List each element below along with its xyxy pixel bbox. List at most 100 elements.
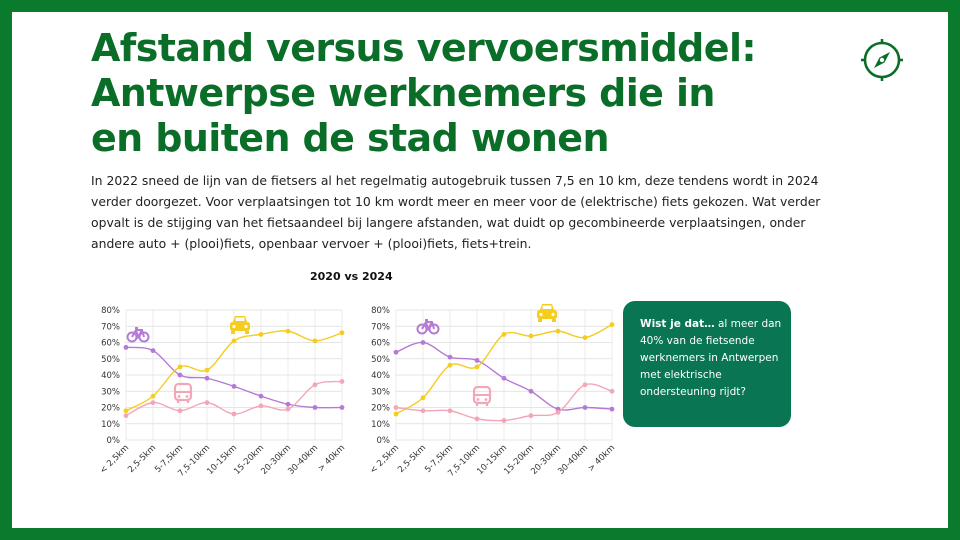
intro-line-1: In 2022 sneed de lijn van de fietsers al… [91, 173, 819, 188]
data-point-bus [312, 382, 318, 388]
intro-line-3: opvalt is de stijging van het fietsaande… [91, 215, 806, 230]
y-tick-label: 80% [101, 306, 120, 316]
data-point-bus [474, 416, 480, 422]
data-point-car [555, 328, 561, 334]
data-point-bus [204, 400, 210, 406]
bike-icon [416, 319, 440, 335]
x-tick-label: 30-40km [286, 443, 320, 477]
data-point-car [231, 338, 237, 344]
data-point-bike [177, 372, 183, 378]
title-line-3: en buiten de stad wonen [91, 116, 610, 160]
data-point-bike [393, 349, 399, 355]
data-point-bike [285, 401, 291, 407]
intro-line-2: verder doorgezet. Voor verplaatsingen to… [91, 194, 821, 209]
title-line-1: Afstand versus vervoersmiddel: [91, 26, 757, 70]
y-tick-label: 40% [101, 371, 120, 381]
data-point-car [258, 331, 264, 337]
callout-line-3: werknemers in Antwerpen [640, 352, 779, 364]
y-tick-label: 20% [101, 404, 120, 414]
y-tick-label: 20% [371, 404, 390, 414]
data-point-bike [231, 383, 237, 389]
x-tick-label: > 40km [316, 443, 347, 474]
x-tick-label: 30-40km [556, 443, 590, 477]
y-tick-label: 40% [371, 371, 390, 381]
data-point-bike [123, 344, 129, 350]
data-point-bus [231, 411, 237, 417]
page-title: Afstand versus vervoersmiddel: Antwerpse… [91, 26, 757, 161]
data-point-bike [501, 375, 507, 381]
x-tick-label: < 2,5km [368, 443, 401, 476]
callout-lead: Wist je dat… [640, 318, 715, 330]
x-tick-label: > 40km [586, 443, 617, 474]
y-tick-label: 10% [101, 420, 120, 430]
x-tick-label: 2,5-5km [126, 443, 158, 475]
car-icon [230, 316, 250, 334]
y-tick-label: 60% [371, 339, 390, 349]
y-tick-label: 50% [371, 355, 390, 365]
data-point-bus [609, 388, 615, 394]
data-point-bus [420, 408, 426, 414]
car-icon [537, 304, 557, 322]
data-point-bus [501, 418, 507, 423]
data-point-bike [474, 357, 480, 363]
y-tick-label: 70% [101, 322, 120, 332]
data-point-car [393, 411, 399, 417]
callout-line-1: Wist je dat… al meer dan [640, 316, 790, 333]
data-point-bike [150, 348, 156, 354]
data-point-car [609, 322, 615, 328]
data-point-car [123, 408, 129, 414]
callout-line-5: ondersteuning rijdt? [640, 386, 746, 398]
bike-icon [126, 327, 150, 343]
y-tick-label: 70% [371, 322, 390, 332]
data-point-bus [285, 406, 291, 412]
did-you-know-callout: Wist je dat… al meer dan 40% van de fiet… [623, 301, 791, 427]
data-point-bike [420, 340, 426, 345]
intro-line-4: andere auto + (plooi)fiets, openbaar ver… [91, 236, 532, 251]
x-tick-label: < 2,5km [98, 443, 131, 476]
data-point-bike [582, 405, 588, 410]
data-point-car [582, 335, 588, 341]
y-tick-label: 0% [107, 436, 121, 446]
data-point-bus [177, 408, 183, 414]
data-point-bike [447, 354, 453, 360]
callout-line-1-rest: al meer dan [714, 318, 782, 330]
bus-icon [173, 382, 193, 403]
data-point-bus [123, 413, 129, 419]
bus-icon [472, 385, 492, 406]
data-point-bus [339, 379, 345, 384]
data-point-bus [150, 400, 156, 406]
compass-icon [861, 39, 903, 81]
data-point-bus [555, 409, 561, 415]
data-point-car [420, 395, 426, 401]
data-point-car [339, 330, 345, 336]
data-point-bus [393, 405, 399, 410]
data-point-car [447, 362, 453, 368]
slide [12, 12, 948, 528]
data-point-car [501, 331, 507, 337]
data-point-bike [528, 388, 534, 394]
data-point-car [474, 364, 480, 370]
y-tick-label: 0% [377, 436, 391, 446]
data-point-bus [447, 408, 453, 414]
y-tick-label: 50% [101, 355, 120, 365]
chart-2024: 0% 10% 20% 30% 40% 50% 60% 70% 80% < 2,5km 2,5-5km… [360, 288, 622, 488]
data-point-bike [609, 406, 615, 412]
chart-2020: 0% 10% 20% 30% 40% 50% 60% 70% 80% < 2,5km 2,5-5km… [90, 288, 352, 488]
x-tick-label: 2,5-5km [396, 443, 428, 475]
line-chart-svg: 0% 10% 20% 30% 40% 50% 60% 70% 80% < 2,5km2,5-5km… [98, 306, 347, 479]
data-point-car [204, 367, 210, 373]
intro-paragraph: In 2022 sneed de lijn van de fietsers al… [91, 170, 831, 254]
y-tick-label: 80% [371, 306, 390, 316]
y-tick-label: 10% [371, 420, 390, 430]
data-point-bus [528, 413, 534, 419]
data-point-car [150, 393, 156, 399]
data-point-car [312, 338, 318, 344]
charts-title: 2020 vs 2024 [310, 270, 393, 283]
callout-line-2: 40% van de fietsende [640, 335, 755, 347]
y-tick-label: 30% [101, 387, 120, 397]
data-point-car [177, 364, 183, 370]
y-tick-label: 60% [101, 339, 120, 349]
data-point-bus [582, 382, 588, 388]
line-chart-svg: 0% 10% 20% 30% 40% 50% 60% 70% 80% < 2,5km2,5-5km… [368, 304, 617, 479]
data-point-bike [204, 375, 210, 381]
